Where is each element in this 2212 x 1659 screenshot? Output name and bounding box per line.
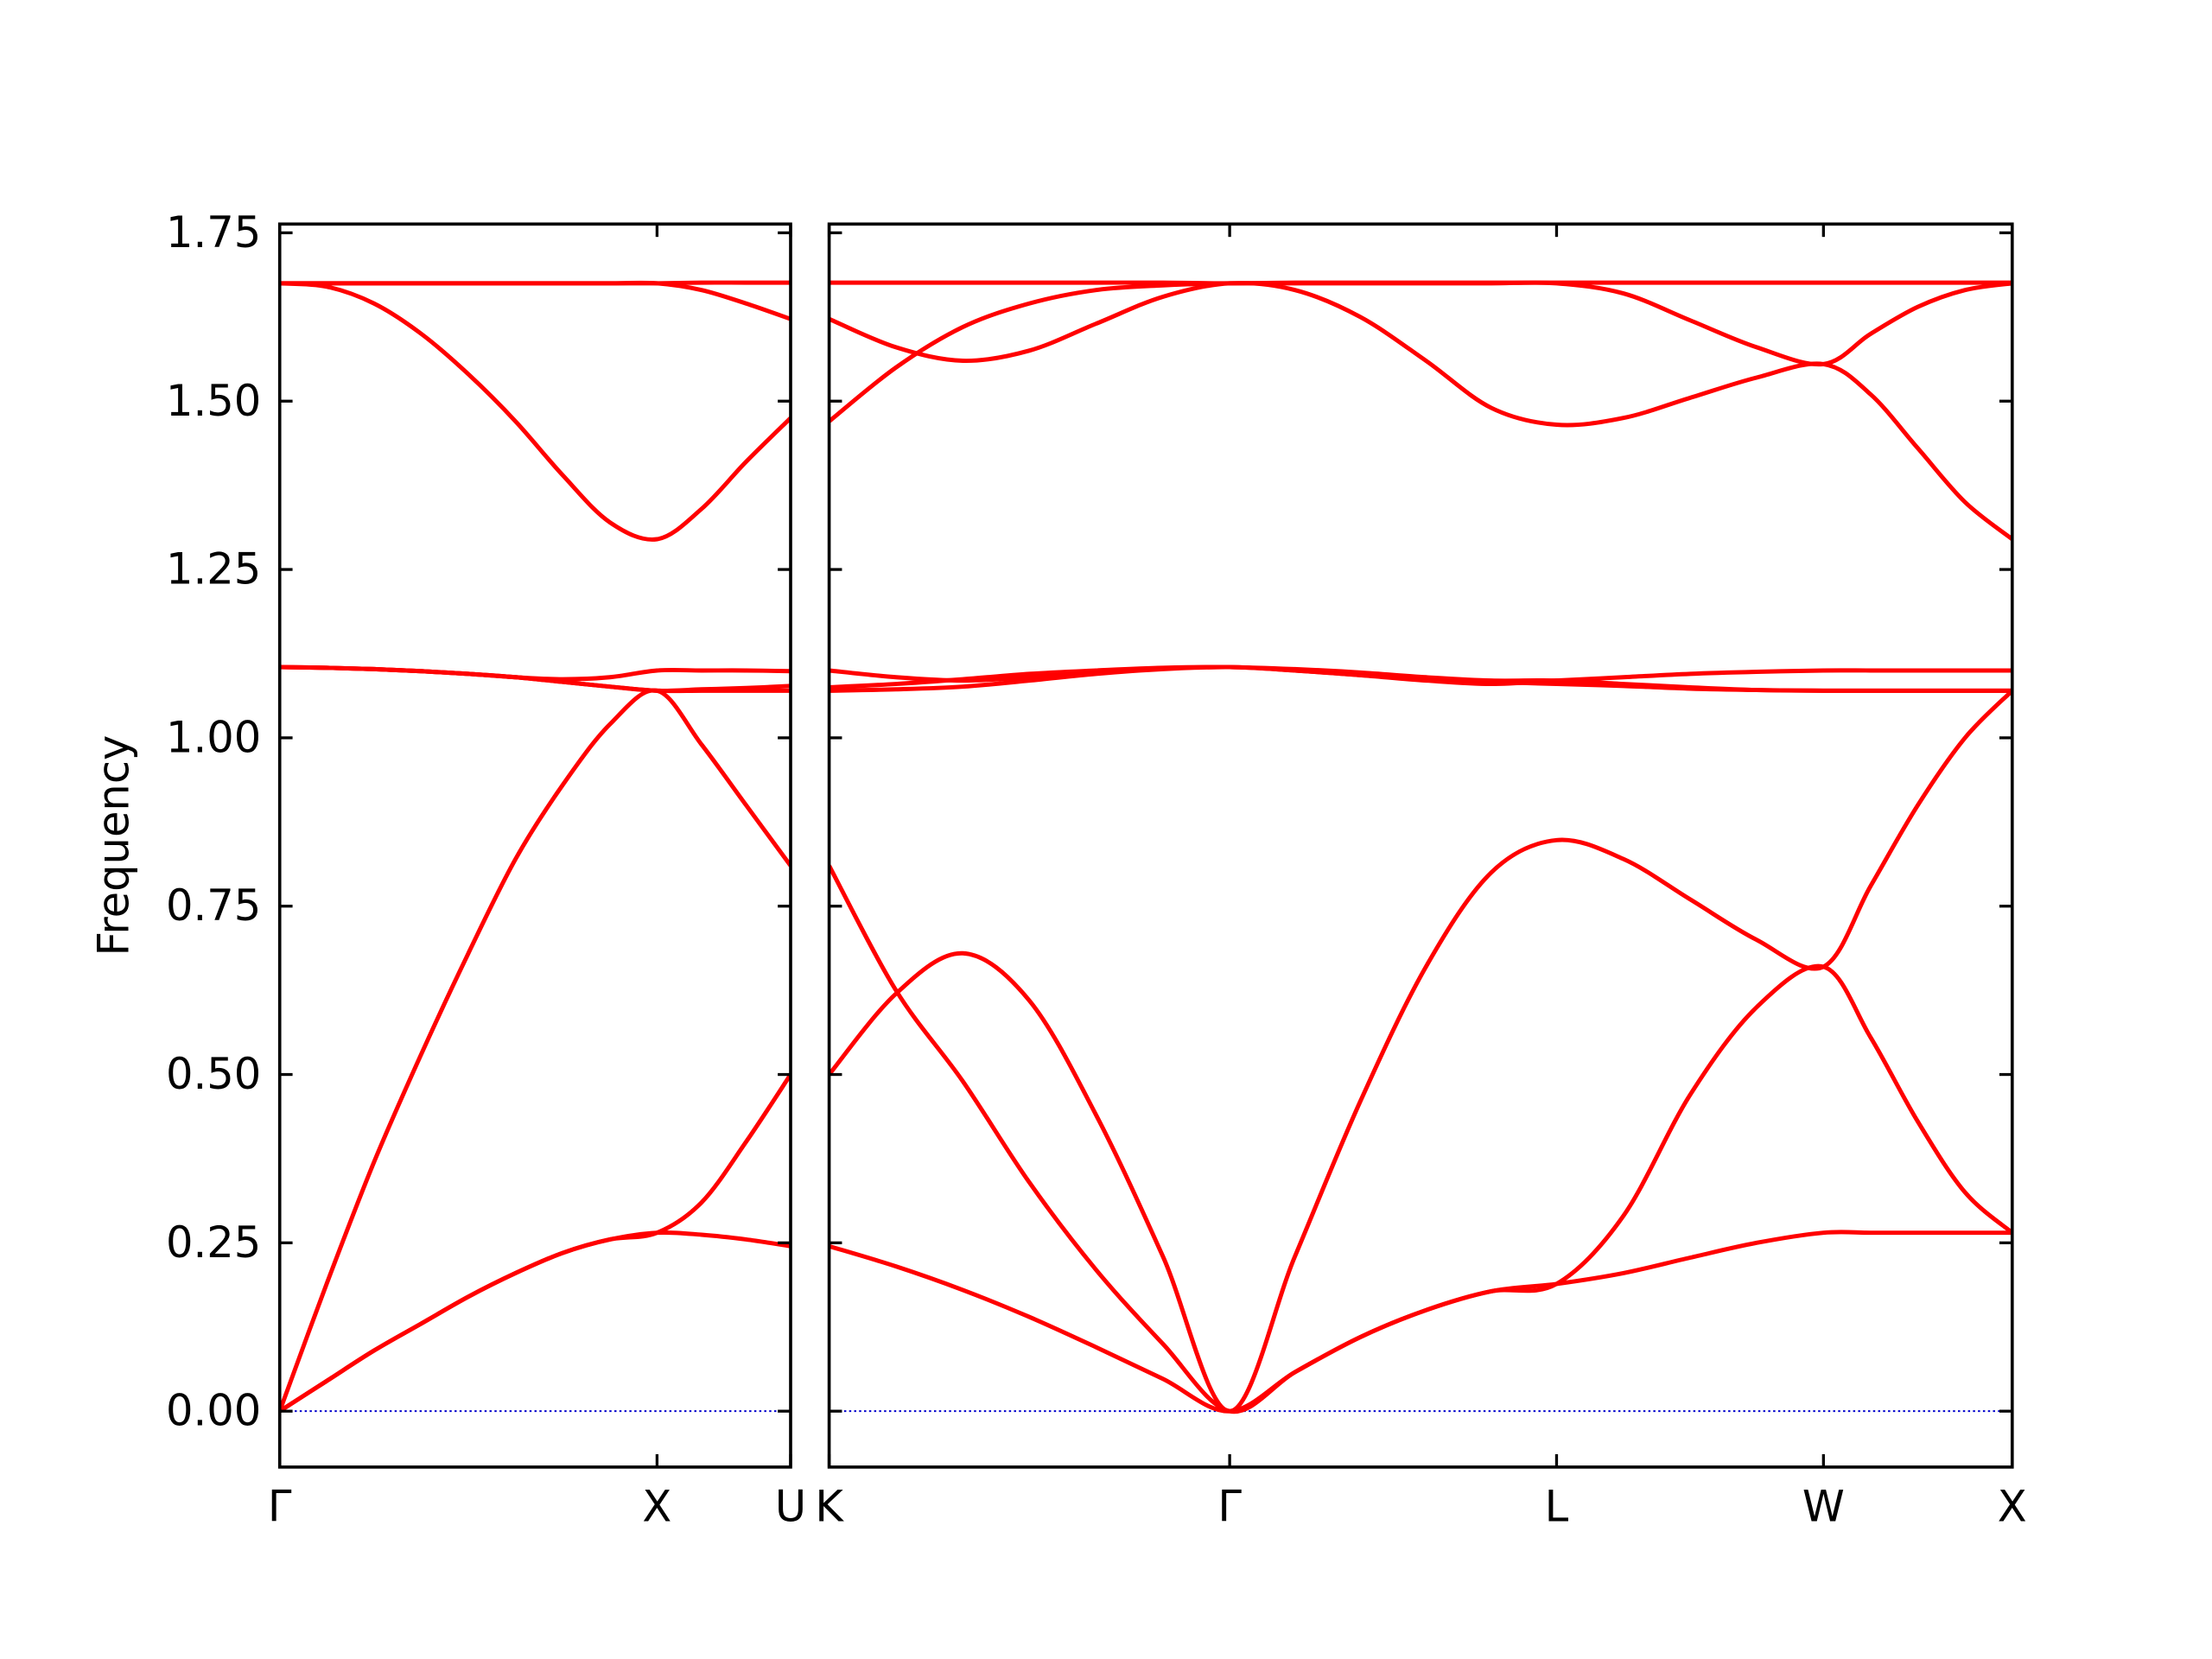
band-line xyxy=(279,688,791,1413)
y-tick-label: 1.25 xyxy=(166,544,261,594)
x-tick-label: W xyxy=(1802,1482,1845,1532)
band-line xyxy=(279,281,791,542)
y-tick-label: 1.50 xyxy=(166,376,261,426)
y-tick-label: 0.50 xyxy=(166,1049,261,1099)
y-tick-label: 0.00 xyxy=(166,1386,261,1436)
band-line xyxy=(279,664,791,682)
x-tick-label: X xyxy=(642,1482,671,1532)
x-tick-label: Γ xyxy=(1217,1482,1242,1532)
y-tick-label: 0.25 xyxy=(166,1217,261,1268)
y-tick-label: 0.75 xyxy=(166,880,261,931)
x-tick-label: Γ xyxy=(268,1482,292,1532)
y-tick-label: 1.00 xyxy=(166,712,261,762)
axes-frame xyxy=(277,222,792,1469)
band-line xyxy=(829,281,2012,541)
band-line xyxy=(829,689,2012,1414)
band-line xyxy=(829,664,2012,687)
axes-frame xyxy=(827,222,2014,1469)
x-tick-label: L xyxy=(1545,1482,1569,1532)
y-tick-label: 1.75 xyxy=(166,207,261,257)
x-tick-label: U xyxy=(775,1482,806,1532)
band-line xyxy=(829,864,2012,1414)
band-line xyxy=(829,664,2012,693)
x-tick-label: X xyxy=(1998,1482,2027,1532)
y-axis-label: Frequency xyxy=(89,735,139,957)
band-line xyxy=(279,1073,791,1414)
plot-area xyxy=(829,280,2012,1414)
x-tick-label: K xyxy=(815,1482,844,1532)
plot-area xyxy=(279,280,791,1414)
